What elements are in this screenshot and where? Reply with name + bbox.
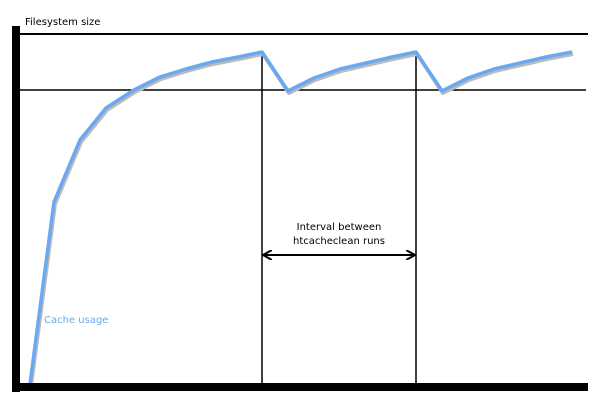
y-axis — [12, 26, 20, 392]
y-axis-label: Filesystem size — [25, 17, 101, 28]
interval-label-line2: htcacheclean runs — [293, 236, 385, 247]
cache-usage-label: Cache usage — [44, 315, 109, 326]
interval-label-line1: Interval between — [296, 222, 382, 233]
x-axis — [12, 383, 588, 391]
cache-usage-curve — [28, 50, 573, 385]
cache-usage-curve-shadow — [29, 52, 574, 387]
